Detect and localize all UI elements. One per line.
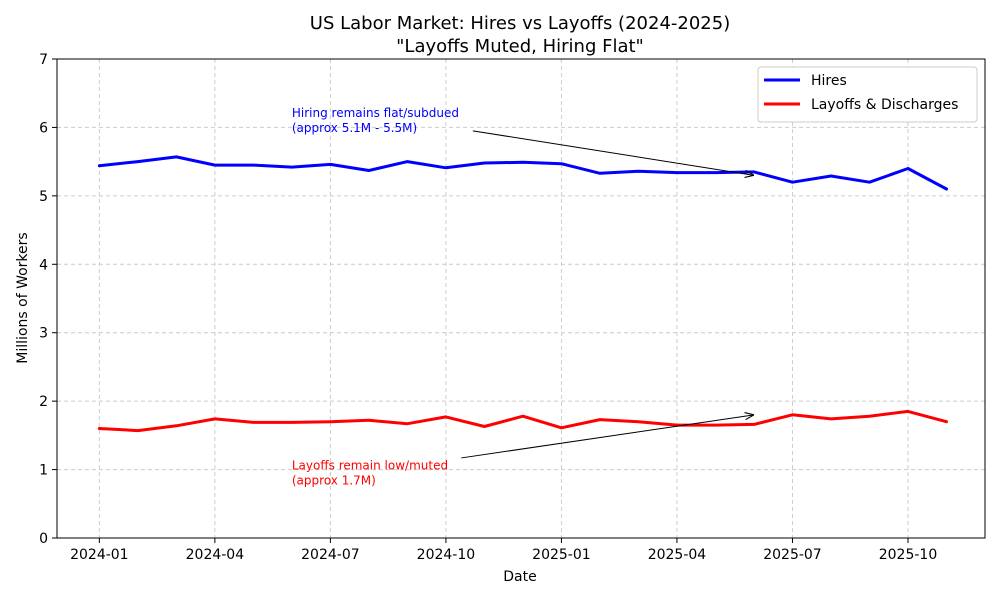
y-tick-label: 7 (39, 52, 48, 68)
x-axis-label: Date (503, 569, 536, 585)
series-line-layoffs (97, 409, 948, 433)
chart-title-line2: "Layoffs Muted, Hiring Flat" (396, 36, 644, 57)
chart-title-line1: US Labor Market: Hires vs Layoffs (2024-… (310, 13, 730, 34)
hires-annotation-text: Hiring remains flat/subdued (292, 106, 459, 120)
hires-annotation-arrow (472, 130, 754, 175)
y-tick-label: 3 (39, 326, 48, 342)
x-tick-label: 2025-04 (648, 547, 707, 563)
x-tick-label: 2024-01 (70, 547, 129, 563)
layoffs-annotation-text: Layoffs remain low/muted (292, 459, 448, 473)
legend: Hires Layoffs & Discharges (757, 66, 978, 123)
x-tick-label: 2024-04 (186, 547, 245, 563)
grid (57, 58, 985, 539)
annotations-group: Hiring remains flat/subdued(approx 5.1M … (292, 106, 754, 488)
y-axis-ticks: 0 1 2 3 4 5 6 7 (39, 52, 57, 547)
series-group (97, 155, 948, 433)
y-tick-label: 4 (39, 257, 48, 273)
legend-label-layoffs: Layoffs & Discharges (811, 97, 958, 113)
x-tick-label: 2025-10 (879, 547, 938, 563)
layoffs-annotation-text: (approx 1.7M) (292, 474, 376, 488)
layoffs-annotation-arrow (461, 415, 754, 459)
x-tick-label: 2024-10 (417, 547, 476, 563)
plot-frame (56, 58, 986, 539)
x-tick-label: 2025-01 (532, 547, 591, 563)
x-axis-ticks: 2024-01 2024-04 2024-07 2024-10 2025-01 2025-… (70, 538, 937, 563)
y-tick-label: 5 (39, 189, 48, 205)
hires-annotation-text: (approx 5.1M - 5.5M) (292, 121, 417, 135)
y-tick-label: 6 (39, 120, 48, 136)
y-tick-label: 2 (39, 394, 48, 410)
legend-frame (757, 66, 978, 123)
series-line-hires (97, 155, 948, 191)
x-tick-label: 2025-07 (763, 547, 822, 563)
legend-label-hires: Hires (811, 73, 847, 89)
y-axis-label: Millions of Workers (15, 232, 31, 363)
x-tick-label: 2024-07 (301, 547, 360, 563)
y-tick-label: 0 (39, 531, 48, 547)
y-tick-label: 1 (39, 463, 48, 479)
